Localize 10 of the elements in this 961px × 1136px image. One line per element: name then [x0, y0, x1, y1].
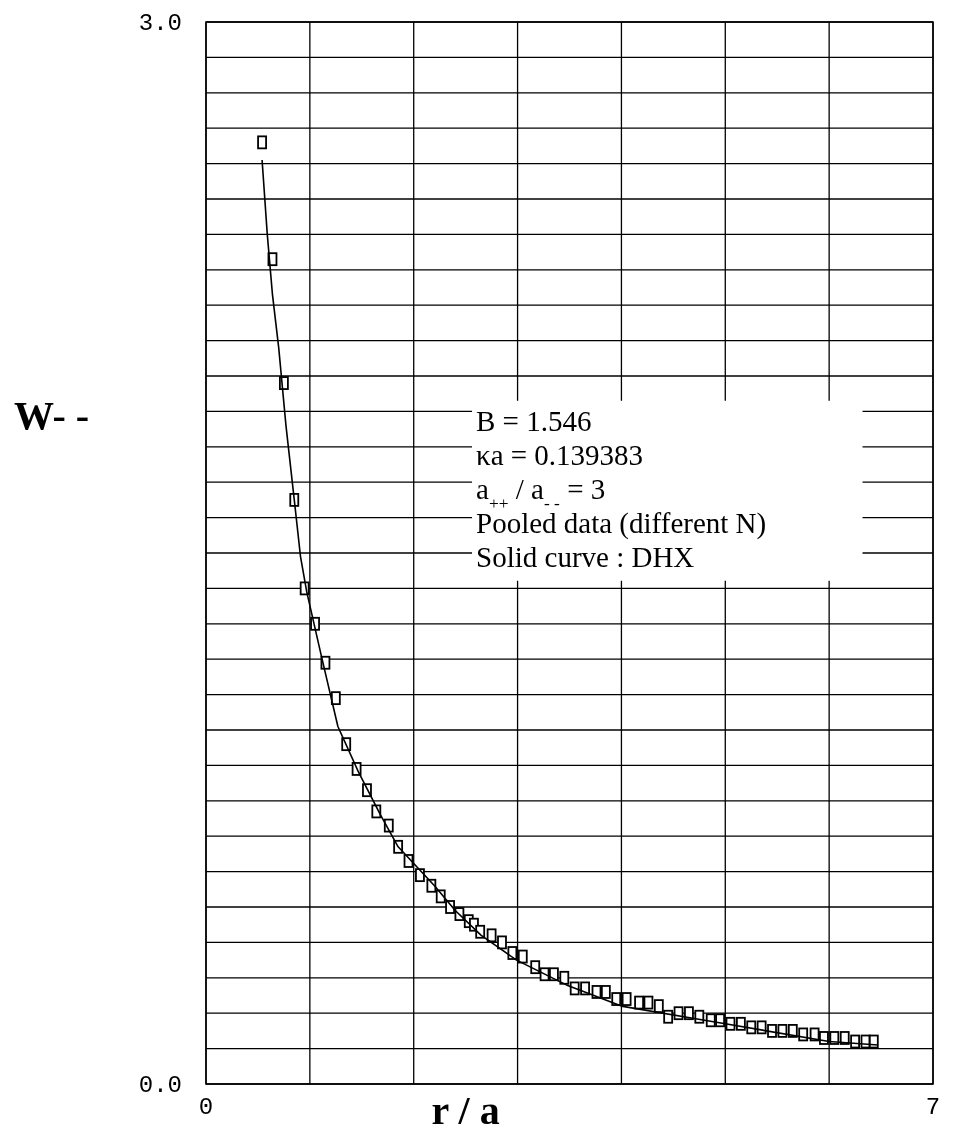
annotation: Solid curve : DHX [476, 540, 695, 573]
annotation: a$_{++}$ / a$_{- -}$ = 3 [476, 472, 606, 513]
annotation: B = 1.546 [476, 404, 592, 437]
y-tick-label: 0.0 [138, 1072, 182, 1100]
x-tick-label: 0 [198, 1094, 214, 1121]
annotation: κa = 0.139383 [476, 438, 644, 471]
x-tick-label: 7 [925, 1094, 941, 1121]
y-tick-label: 3.0 [138, 10, 182, 38]
y-axis-title: W- - [14, 393, 90, 439]
x-axis-title: r / a [431, 1088, 500, 1133]
